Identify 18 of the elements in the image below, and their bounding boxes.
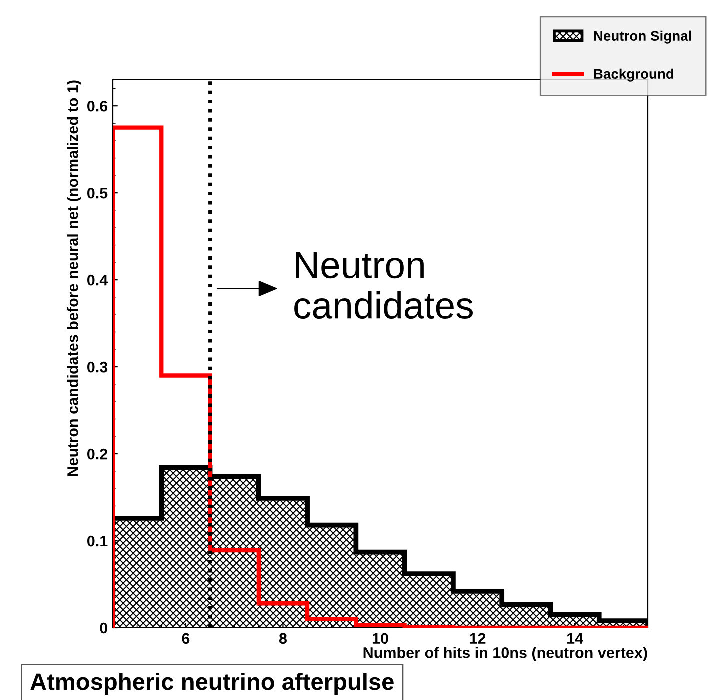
y-tick-label: 0.6: [88, 100, 108, 112]
y-tick-label: 0.1: [88, 536, 108, 547]
annotation: Neutron candidates: [294, 252, 473, 320]
y-tick-label: 0.2: [88, 448, 108, 460]
y-tick-label: 0.5: [88, 188, 108, 199]
x-tick-label: 12: [470, 633, 486, 644]
x-axis-title: Number of hits in 10ns (neutron vertex): [364, 647, 648, 662]
x-tick-label: 8: [279, 633, 288, 644]
text: Atmospheric neutrino afterpulse: [30, 672, 394, 696]
x-tick-label: 14: [568, 633, 584, 644]
legend-label: Background: [594, 68, 674, 82]
y-tick-label: 0.3: [88, 362, 108, 373]
legend-label: Neutron Signal: [594, 30, 692, 44]
x-tick-label: 6: [182, 633, 190, 644]
y-axis-title: Neutron candidates before neural net (normalized to 1): [67, 80, 82, 476]
x-tick-label: 10: [372, 633, 388, 644]
y-tick-label: 0.4: [88, 274, 108, 286]
y-tick-label: 0: [100, 622, 108, 634]
